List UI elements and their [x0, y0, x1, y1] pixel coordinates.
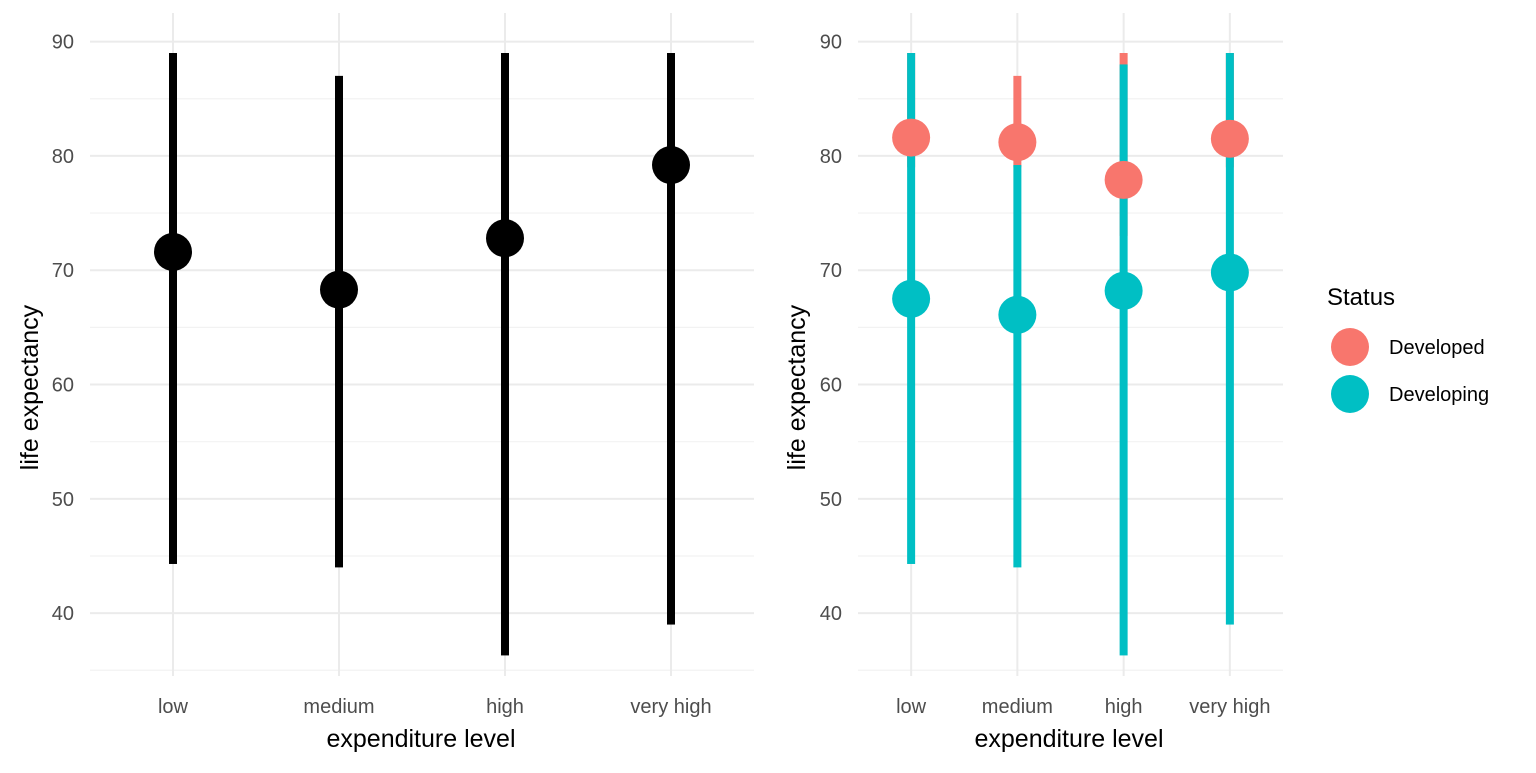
point-marker: [1104, 271, 1143, 310]
x-tick-label: high: [486, 696, 524, 718]
panel-1: 40 50 60 70 80 90 low medium high very high expend…: [16, 13, 754, 753]
point-marker: [1210, 119, 1249, 158]
x-tick-label: low: [896, 696, 927, 718]
point-marker: [486, 219, 524, 258]
y-tick-label: 90: [52, 32, 74, 54]
y-tick-label: 40: [820, 603, 842, 625]
x-axis-title: expenditure level: [974, 725, 1163, 753]
range-line: [1119, 64, 1128, 656]
x-axis-title: expenditure level: [326, 725, 515, 753]
point-marker: [998, 295, 1037, 334]
range-line: [501, 53, 509, 656]
legend-key: [1331, 328, 1369, 366]
point-marker: [320, 270, 358, 309]
x-tick-label: very high: [1189, 696, 1270, 718]
y-tick-label: 40: [52, 603, 74, 625]
range-line: [169, 53, 177, 564]
point-marker: [652, 146, 690, 185]
y-tick-label: 70: [820, 260, 842, 282]
legend-label: Developing: [1389, 384, 1489, 406]
range-line: [1225, 53, 1234, 625]
x-tick-label: medium: [982, 696, 1053, 718]
y-tick-label: 80: [52, 146, 74, 168]
point-marker: [1210, 253, 1249, 292]
legend: Status Developed Developing: [1327, 284, 1489, 413]
y-tick-label: 80: [820, 146, 842, 168]
range-line: [335, 75, 343, 568]
point-marker: [1104, 160, 1143, 199]
x-tick-label: high: [1105, 696, 1143, 718]
y-tick-label: 50: [52, 489, 74, 511]
y-axis-title: life expectancy: [783, 304, 811, 470]
range-line: [667, 53, 675, 625]
x-tick-label: very high: [630, 696, 711, 718]
panel-2: 40 50 60 70 80 90 low medium high very high expend…: [783, 13, 1489, 753]
range-line: [1013, 165, 1022, 568]
legend-label: Developed: [1389, 337, 1485, 359]
y-tick-label: 60: [820, 375, 842, 397]
point-marker: [998, 123, 1037, 162]
x-tick-label: medium: [303, 696, 374, 718]
x-tick-label: low: [158, 696, 189, 718]
range-line: [1013, 75, 1022, 168]
point-marker: [154, 232, 192, 271]
legend-title: Status: [1327, 284, 1395, 311]
point-marker: [892, 118, 931, 157]
y-tick-label: 70: [52, 260, 74, 282]
y-tick-label: 90: [820, 32, 842, 54]
legend-key: [1331, 375, 1369, 413]
point-marker: [892, 279, 931, 318]
y-axis-title: life expectancy: [16, 304, 44, 470]
y-tick-label: 50: [820, 489, 842, 511]
y-tick-label: 60: [52, 375, 74, 397]
